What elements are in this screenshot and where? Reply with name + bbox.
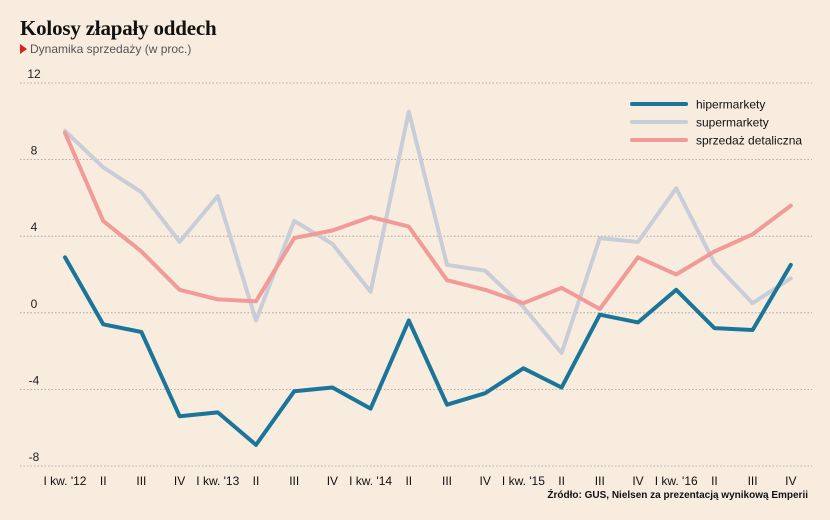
triangle-marker-icon [20,44,27,54]
series-line-supermarkety [63,109,793,355]
y-tick-label: -8 [29,450,40,464]
y-tick-label: -4 [29,373,40,387]
legend-label: sprzedaż detaliczna [696,134,802,148]
x-tick-label: I kw. '13 [196,474,239,488]
x-axis-ticks: I kw. '12 II III IV I kw. '13 II III IV I kw. '1… [44,474,797,488]
x-tick-label: III [442,474,452,488]
x-tick-label: I kw. '14 [349,474,392,488]
series-lines [63,109,793,447]
x-tick-label: II [711,474,718,488]
x-tick-label: III [595,474,605,488]
x-tick-label: III [136,474,146,488]
x-tick-label: III [289,474,299,488]
y-tick-label: 0 [31,297,38,311]
legend: hipermarkety supermarkety sprzedaż detalic… [630,98,802,148]
chart-subtitle: Dynamika sprzedaży (w proc.) [20,42,191,56]
x-tick-label: II [405,474,412,488]
chart-title: Kolosy złapały oddech [20,16,217,40]
x-tick-label: IV [480,474,491,488]
y-tick-label: 4 [31,220,38,234]
x-tick-label: I kw. '15 [502,474,545,488]
y-tick-label: 12 [27,67,41,81]
legend-label: hipermarkety [696,98,765,112]
series-line-hipermarkety [63,255,793,447]
x-tick-label: IV [327,474,338,488]
legend-label: supermarkety [696,116,769,130]
series-line-sprzedaz-detaliczna [63,130,793,311]
y-tick-label: 8 [31,144,38,158]
x-tick-label: IV [174,474,185,488]
x-tick-label: II [558,474,565,488]
x-tick-label: II [100,474,107,488]
x-tick-label: IV [632,474,643,488]
x-tick-label: III [748,474,758,488]
source-note: Źródło: GUS, Nielsen za prezentacją wyni… [547,490,808,501]
subtitle-text: Dynamika sprzedaży (w proc.) [30,42,192,56]
x-tick-label: IV [785,474,796,488]
x-tick-label: II [253,474,260,488]
y-axis-ticks: 12 8 4 0 -4 -8 [27,67,41,464]
x-tick-label: I kw. '16 [655,474,698,488]
x-tick-label: I kw. '12 [44,474,87,488]
